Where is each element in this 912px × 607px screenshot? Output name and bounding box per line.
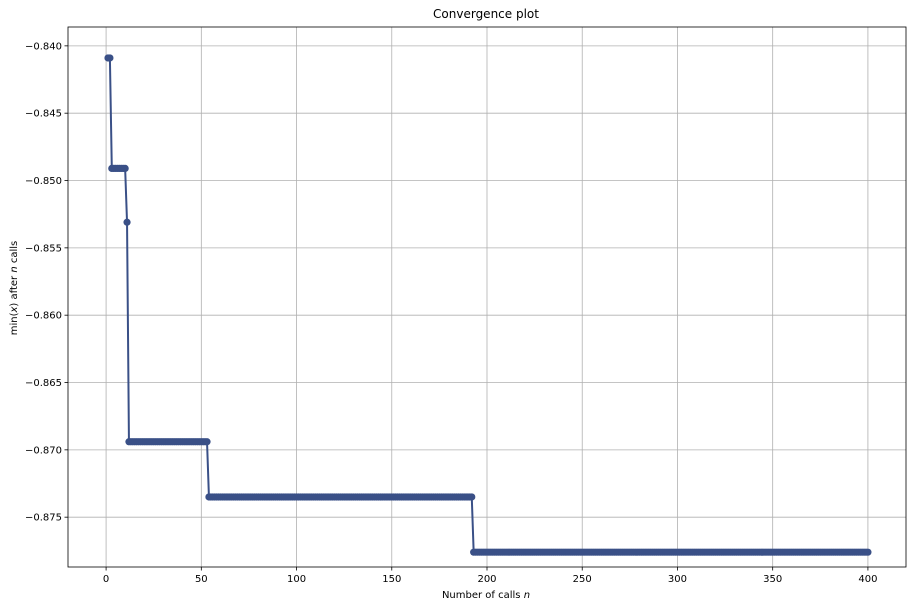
x-tick-label: 350 — [763, 574, 782, 585]
y-axis-title-post: calls — [9, 241, 20, 267]
y-axis-ticks: −0.840 −0.845 −0.850 −0.855 −0.860 −0.865 −0.8… — [25, 41, 68, 524]
data-point — [203, 438, 211, 446]
y-axis-title-close-paren: ) — [9, 303, 20, 307]
data-point — [121, 164, 129, 172]
y-axis-title: min(x) after n calls — [9, 241, 20, 336]
y-tick-label: −0.845 — [25, 109, 62, 120]
y-axis-title-open-paren: ( — [9, 312, 20, 316]
x-tick-label: 100 — [287, 574, 306, 585]
x-grid-lines — [105, 27, 869, 567]
y-axis-title-x: x — [9, 307, 20, 314]
y-tick-label: −0.840 — [25, 41, 62, 52]
y-tick-label: −0.850 — [25, 176, 62, 187]
x-tick-label: 400 — [858, 574, 877, 585]
y-axis-title-var: n — [9, 266, 20, 272]
y-tick-label: −0.870 — [25, 445, 62, 456]
data-point — [106, 54, 114, 62]
x-tick-label: 200 — [477, 574, 496, 585]
chart-title: Convergence plot — [433, 7, 539, 21]
x-tick-label: 150 — [382, 574, 401, 585]
data-point — [864, 548, 872, 556]
x-axis-ticks: 0 50 100 150 200 250 300 350 400 — [103, 567, 877, 585]
y-axis-title-mid: after — [9, 273, 20, 303]
data-point — [468, 493, 476, 501]
x-axis-title-var: n — [524, 590, 530, 601]
y-tick-label: −0.855 — [25, 243, 62, 254]
x-tick-label: 0 — [103, 574, 109, 585]
y-tick-label: −0.875 — [25, 513, 62, 524]
series-group — [104, 54, 872, 556]
x-tick-label: 50 — [195, 574, 208, 585]
x-axis-title: Number of calls n — [442, 590, 530, 601]
x-tick-label: 300 — [668, 574, 687, 585]
data-point — [123, 218, 131, 226]
x-tick-label: 250 — [573, 574, 592, 585]
y-tick-label: −0.865 — [25, 378, 62, 389]
y-tick-label: −0.860 — [25, 311, 62, 322]
y-axis-title-pre: min — [9, 316, 20, 335]
x-axis-title-text: Number of calls — [442, 590, 521, 601]
